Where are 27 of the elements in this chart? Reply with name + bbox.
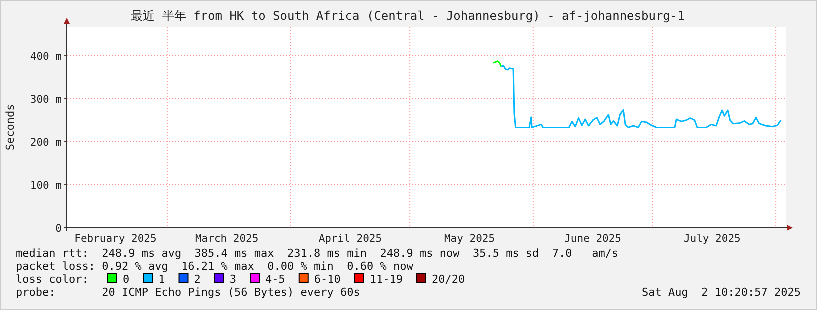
x-tick-label: February 2025 [74, 233, 157, 245]
legend-label: 11-19 [370, 273, 403, 286]
legend-title: loss color: [16, 273, 89, 286]
y-tick-label: 400 m [30, 50, 62, 63]
y-axis-title: Seconds [4, 104, 17, 151]
y-tick-label: 0 [56, 223, 62, 235]
y-tick-label: 300 m [30, 94, 62, 106]
legend-label: 4-5 [266, 273, 286, 286]
y-tick-label: 200 m [30, 136, 62, 149]
line-series [500, 64, 782, 128]
x-tick-label: June 2025 [564, 233, 622, 245]
legend-label: 6-10 [314, 273, 341, 286]
x-tick-label: March 2025 [196, 233, 259, 245]
text: packet loss: 0.92 % avg 16.21 % max 0.00 % min 0.60 % now [16, 260, 414, 273]
legend-label: 0 [123, 273, 130, 286]
y-tick-label: 100 m [30, 180, 62, 192]
legend-label: 1 [158, 273, 166, 286]
text: Sat Aug 2 10:20:57 2025 [642, 286, 801, 299]
x-tick-label: April 2025 [318, 233, 382, 245]
legend-label: 3 [230, 273, 236, 286]
legend-label: 20/20 [432, 273, 466, 286]
chart-title: 最近 半年 from HK to South Africa (Central - Johannesburg) - af-johannesburg-1 [131, 9, 685, 23]
x-tick-label: July 2025 [684, 233, 741, 245]
text: median rtt: 248.9 ms avg 385.4 ms max 231.8 ms min 248.9 ms now 35.5 ms sd 7.0 am/s [16, 247, 619, 260]
text: probe: 20 ICMP Echo Pings (56 Bytes) every 60s [16, 286, 360, 299]
legend-label: 2 [194, 273, 201, 286]
x-tick-label: May 2025 [444, 233, 496, 245]
